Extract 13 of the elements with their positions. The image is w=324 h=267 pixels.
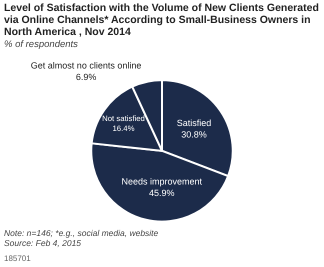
chart-title: Level of Satisfaction with the Volume of New Clients Generated via Online Channels* According to Small-Business Owners in North America , Nov 2014 (4, 2, 320, 38)
source-note: Source: Feb 4, 2015 (4, 238, 82, 248)
text: Note: n=146; *e.g., social media, website (4, 228, 158, 238)
slice-label: Needs improvement (121, 176, 203, 186)
slice-label: Get almost no clients online (30, 60, 142, 71)
text: 185701 (4, 254, 31, 263)
slice-label: Satisfied (176, 118, 212, 128)
chart-subtitle: % of respondents (4, 39, 79, 50)
data-label: 6.9% (76, 72, 96, 82)
data-label: 45.9% (148, 188, 175, 198)
data-label: 30.8% (181, 130, 207, 140)
slice-label: Not satisfied (102, 114, 145, 123)
data-label: 16.4% (112, 124, 135, 133)
